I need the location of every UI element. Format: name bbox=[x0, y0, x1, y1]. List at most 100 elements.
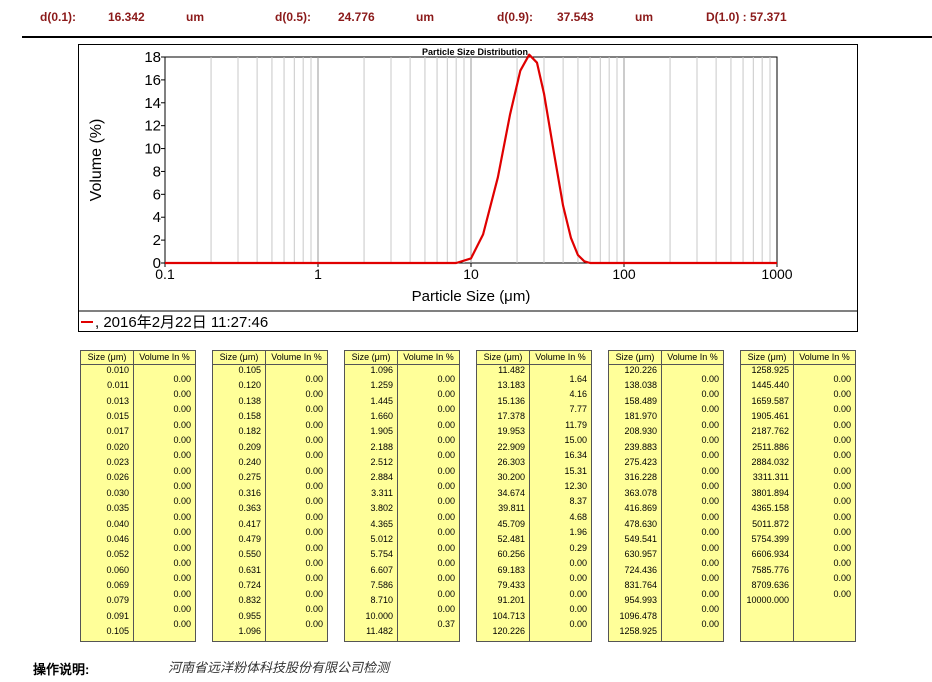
d09-value: 37.543 bbox=[557, 10, 594, 24]
size-cell: 0.158 bbox=[238, 411, 261, 422]
volume-cell: 0.00 bbox=[305, 557, 323, 568]
size-cell: 316.228 bbox=[624, 472, 657, 483]
volume-cell: 0.29 bbox=[569, 542, 587, 553]
size-cell: 0.026 bbox=[106, 472, 129, 483]
size-cell: 158.489 bbox=[624, 395, 657, 406]
volume-cell: 0.00 bbox=[569, 573, 587, 584]
volume-cell: 0.00 bbox=[173, 481, 191, 492]
size-cell: 69.183 bbox=[497, 564, 525, 575]
volume-cell: 0.00 bbox=[305, 435, 323, 446]
volume-cell: 0.00 bbox=[305, 450, 323, 461]
size-cell: 0.011 bbox=[107, 380, 129, 391]
volume-cell: 0.00 bbox=[569, 557, 587, 568]
volume-cell: 0.37 bbox=[437, 619, 455, 630]
d01-value: 16.342 bbox=[108, 10, 145, 24]
size-cell: 30.200 bbox=[497, 472, 525, 483]
volume-cell: 0.00 bbox=[437, 419, 455, 430]
size-cell: 0.046 bbox=[106, 533, 129, 544]
size-cell: 1.445 bbox=[370, 395, 393, 406]
y-tick-label: 14 bbox=[144, 95, 161, 112]
size-table-6: Size (μm) Volume In % 1258.925 1445.440 1659… bbox=[740, 350, 856, 642]
size-cell: 478.630 bbox=[624, 518, 657, 529]
volume-cell: 0.00 bbox=[569, 619, 587, 630]
size-cell: 0.724 bbox=[238, 579, 261, 590]
volume-cell: 16.34 bbox=[564, 450, 587, 461]
size-cell: 7585.776 bbox=[751, 564, 789, 575]
size-cell: 1.905 bbox=[370, 426, 393, 437]
volume-cell: 15.00 bbox=[564, 435, 587, 446]
volume-cell: 0.00 bbox=[833, 373, 851, 384]
size-column-header: Size (μm) bbox=[81, 351, 134, 365]
volume-cell: 12.30 bbox=[564, 481, 587, 492]
size-table-5: Size (μm) Volume In % 120.226 138.038 158.48… bbox=[608, 350, 724, 642]
chart-frame: 0 2 4 6 8 10 12 14 16 18 0.1 1 10 100 1000 Particle Siz… bbox=[78, 44, 858, 332]
x-tick-label: 10 bbox=[463, 266, 479, 282]
size-cell: 275.423 bbox=[624, 457, 657, 468]
size-cell: 0.631 bbox=[238, 564, 261, 575]
d05-label: d(0.5): bbox=[275, 10, 311, 24]
size-cell: 0.479 bbox=[238, 533, 261, 544]
size-cell: 0.015 bbox=[106, 411, 129, 422]
size-cell: 0.138 bbox=[238, 395, 261, 406]
size-cell: 3.311 bbox=[371, 487, 393, 498]
volume-cell: 0.00 bbox=[437, 527, 455, 538]
size-cell: 0.013 bbox=[106, 395, 129, 406]
volume-cell: 0.00 bbox=[701, 588, 719, 599]
size-cell: 1.096 bbox=[370, 365, 393, 375]
size-cell: 11.482 bbox=[498, 365, 525, 375]
volume-cell: 1.64 bbox=[569, 373, 587, 384]
volume-cell: 0.00 bbox=[305, 511, 323, 522]
size-cell: 1096.478 bbox=[619, 610, 657, 621]
size-column-header: Size (μm) bbox=[213, 351, 266, 365]
volume-cell: 0.00 bbox=[701, 389, 719, 400]
y-tick-label: 12 bbox=[144, 118, 161, 135]
volume-cell: 0.00 bbox=[701, 619, 719, 630]
size-cell: 6606.934 bbox=[751, 549, 789, 560]
size-cell: 8709.636 bbox=[751, 579, 789, 590]
volume-cell: 0.00 bbox=[305, 603, 323, 614]
size-cell: 19.953 bbox=[497, 426, 525, 437]
size-cell: 26.303 bbox=[497, 457, 525, 468]
size-cell: 7.586 bbox=[370, 579, 393, 590]
size-cell: 8.710 bbox=[370, 595, 393, 606]
size-cell: 0.010 bbox=[106, 365, 129, 375]
size-cell: 1.259 bbox=[370, 380, 393, 391]
size-cell: 2.188 bbox=[370, 441, 393, 452]
size-cell: 15.136 bbox=[497, 395, 525, 406]
volume-cell: 1.96 bbox=[569, 527, 587, 538]
size-cell: 181.970 bbox=[624, 411, 657, 422]
volume-cell: 0.00 bbox=[305, 496, 323, 507]
volume-cell: 0.00 bbox=[305, 542, 323, 553]
size-cell: 0.955 bbox=[238, 610, 261, 621]
size-column-header: Size (μm) bbox=[741, 351, 794, 365]
volume-cell: 0.00 bbox=[305, 419, 323, 430]
volume-cell: 0.00 bbox=[305, 465, 323, 476]
volume-cell: 0.00 bbox=[833, 542, 851, 553]
d09-unit: um bbox=[635, 10, 653, 24]
y-tick-label: 8 bbox=[153, 163, 161, 180]
d05-unit: um bbox=[416, 10, 434, 24]
size-cell: 0.020 bbox=[106, 441, 129, 452]
volume-cell: 0.00 bbox=[437, 542, 455, 553]
size-cell: 138.038 bbox=[624, 380, 657, 391]
volume-cell: 0.00 bbox=[437, 404, 455, 415]
x-axis-label: Particle Size (μm) bbox=[412, 288, 531, 305]
size-cell: 1905.461 bbox=[751, 411, 789, 422]
company-inspection-text: 河南省远洋粉体科技股份有限公司检测 bbox=[168, 661, 390, 676]
size-cell: 0.017 bbox=[106, 426, 129, 437]
volume-cell: 0.00 bbox=[437, 588, 455, 599]
size-cell: 2187.762 bbox=[751, 426, 789, 437]
size-cell: 724.436 bbox=[624, 564, 657, 575]
size-cell: 416.869 bbox=[624, 503, 657, 514]
volume-cell: 0.00 bbox=[173, 588, 191, 599]
volume-cell: 0.00 bbox=[701, 481, 719, 492]
y-tick-label: 18 bbox=[144, 49, 161, 66]
size-cell: 0.023 bbox=[106, 457, 129, 468]
size-cell: 3801.894 bbox=[751, 487, 789, 498]
volume-cell: 0.00 bbox=[833, 481, 851, 492]
column-divider bbox=[397, 364, 398, 641]
volume-cell: 0.00 bbox=[173, 389, 191, 400]
size-cell: 104.713 bbox=[492, 610, 525, 621]
size-cell: 39.811 bbox=[498, 503, 525, 514]
size-cell: 60.256 bbox=[497, 549, 525, 560]
